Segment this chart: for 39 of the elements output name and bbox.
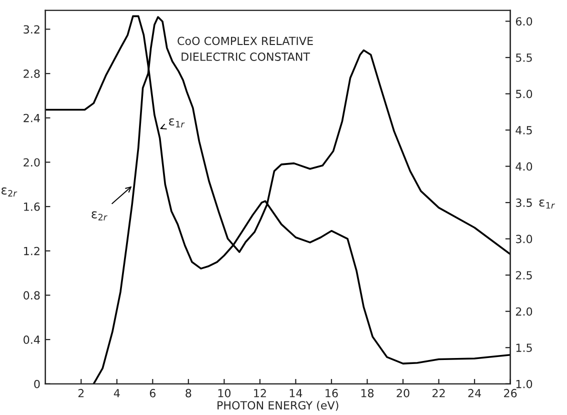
annotation: ε$_{1r}$ [169, 118, 185, 128]
x-tick-label: 2 [78, 388, 84, 398]
y2-tick-label: 2.0 [516, 307, 532, 316]
y-tick-label: 2.8 [24, 70, 40, 78]
x-tick-label: 22 [432, 388, 445, 398]
y2-tick-label: 1.0 [516, 380, 532, 388]
x-tick-label: 6 [150, 388, 156, 398]
y-tick-label: 2.4 [24, 114, 40, 122]
x-tick-label: 8 [186, 388, 192, 398]
y-tick-label: 1.2 [24, 246, 40, 256]
x-tick-label: 18 [361, 388, 374, 398]
text: CoO COMPLEX RELATIVE DIELECTRIC CONSTANT [178, 36, 313, 61]
y2-tick-label: 1.5 [516, 344, 532, 352]
y-axis-title: ε$_{2r}$ [2, 187, 18, 196]
y2-tick-label: 5.5 [516, 54, 532, 62]
x-tick-label: 20 [396, 388, 410, 398]
x-tick-label: 16 [326, 388, 338, 398]
y2-tick-label: 4.0 [516, 162, 532, 171]
y-tick-label: 0 [34, 380, 40, 388]
x-axis-title: PHOTON ENERGY (eV) [218, 400, 338, 411]
x-tick-label: 24 [468, 388, 481, 398]
y-tick-label: 0.8 [24, 291, 40, 300]
y-tick-label: 1.6 [24, 202, 40, 211]
x-tick-label: 10 [218, 388, 231, 398]
y2-axis-title: ε$_{1r}$ [539, 200, 555, 209]
y2-tick-label: 6.0 [516, 17, 532, 26]
y-tick-label: 3.2 [24, 25, 40, 34]
y2-tick-label: 4.5 [516, 126, 532, 134]
y2-tick-label: 5.0 [516, 90, 532, 98]
x-tick-label: 14 [290, 389, 302, 398]
annotation: ε$_{2r}$ [92, 211, 108, 220]
y-tick-label: 0.4 [24, 336, 40, 344]
x-tick-label: 26 [504, 388, 517, 398]
y2-tick-label: 2.5 [516, 271, 532, 280]
x-tick-label: 4 [114, 389, 120, 398]
x-tick-label: 12 [254, 388, 266, 398]
y-tick-label: 2.0 [24, 158, 40, 167]
y2-tick-label: 3.5 [516, 198, 532, 207]
y2-tick-label: 3.0 [516, 234, 532, 244]
